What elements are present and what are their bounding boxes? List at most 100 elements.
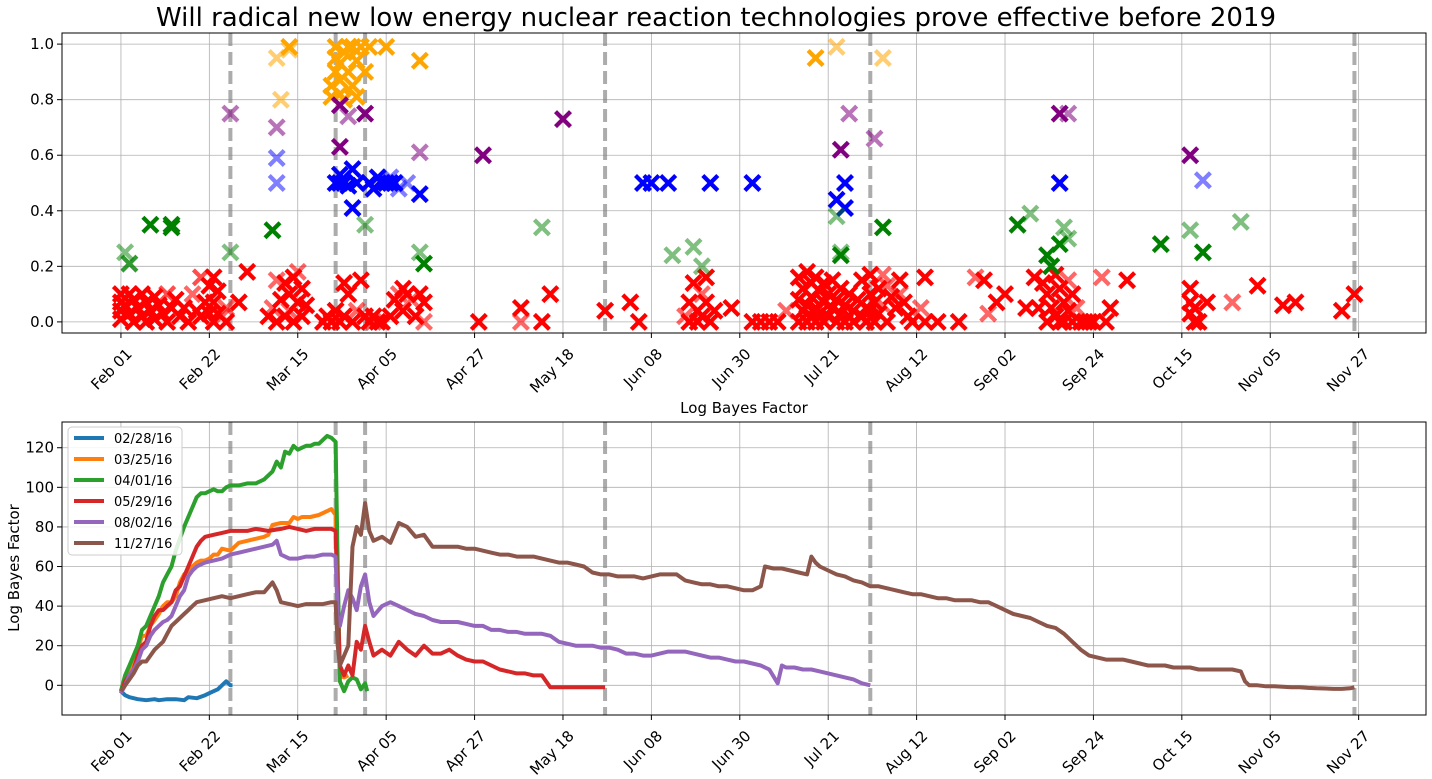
- forecast-marker: [1193, 243, 1212, 262]
- forecast-marker: [827, 207, 846, 226]
- forecast-marker: [659, 174, 678, 192]
- series-line: [119, 501, 1355, 693]
- axes-frame: [61, 32, 1427, 334]
- forecast-marker: [911, 299, 930, 317]
- forecast-marker: [1181, 279, 1200, 298]
- forecast-marker: [339, 285, 358, 304]
- series-line: [119, 679, 233, 703]
- forecast-marker: [141, 215, 160, 234]
- y-tick-label: 120: [25, 439, 54, 457]
- x-tick-label: Apr 27: [441, 345, 489, 393]
- y-tick-label: 0: [44, 676, 54, 694]
- forecast-marker: [368, 312, 387, 331]
- forecast-marker: [541, 285, 560, 304]
- forecast-marker: [890, 271, 909, 290]
- forecast-marker: [692, 285, 711, 304]
- x-tick-label: Oct 15: [1149, 727, 1197, 775]
- x-tick-label: Apr 05: [353, 345, 401, 393]
- forecast-marker: [903, 312, 922, 331]
- y-tick-label: 60: [35, 558, 54, 576]
- forecast-marker: [1017, 299, 1036, 317]
- forecast-marker: [1021, 204, 1040, 223]
- forecast-marker: [297, 296, 316, 315]
- forecast-marker: [1345, 285, 1364, 304]
- forecast-marker: [381, 307, 400, 326]
- forecast-marker: [343, 312, 362, 331]
- forecast-marker: [469, 312, 488, 331]
- forecast-marker: [554, 110, 572, 129]
- forecast-marker: [642, 174, 661, 192]
- axes-frame: [61, 421, 1427, 716]
- forecast-marker: [1042, 299, 1061, 317]
- x-tick-label: Nov 05: [1235, 345, 1285, 395]
- forecast-marker: [175, 299, 194, 317]
- forecast-marker: [836, 174, 854, 192]
- y-tick-label: 0.2: [30, 257, 54, 275]
- legend-label: 02/28/16: [114, 432, 172, 447]
- forecast-marker: [743, 174, 762, 192]
- series-line: [119, 538, 871, 695]
- forecast-marker: [865, 129, 884, 148]
- x-tick-label: Nov 27: [1323, 727, 1373, 777]
- x-tick-label: Aug 12: [881, 727, 931, 777]
- forecast-marker: [360, 37, 379, 56]
- forecast-marker: [183, 285, 202, 304]
- forecast-marker: [343, 160, 362, 179]
- forecast-marker: [1055, 218, 1073, 237]
- forecast-marker: [204, 293, 223, 312]
- forecast-marker: [1080, 312, 1099, 331]
- forecast-marker: [415, 254, 433, 273]
- forecast-marker: [1332, 301, 1351, 320]
- forecast-marker: [1097, 312, 1115, 331]
- forecast-marker: [1101, 299, 1120, 317]
- forecast-marker: [326, 62, 345, 81]
- forecast-marker: [1092, 268, 1111, 287]
- forecast-marker: [221, 243, 240, 262]
- x-tick-label: Jun 08: [619, 727, 666, 774]
- forecast-marker: [663, 246, 682, 265]
- forecast-marker: [339, 37, 358, 56]
- x-tick-label: Jun 08: [619, 345, 666, 392]
- forecast-marker: [474, 146, 492, 165]
- forecast-marker: [722, 299, 741, 317]
- x-tick-label: Apr 05: [353, 727, 401, 775]
- forecast-marker: [347, 174, 366, 192]
- line-panel: Feb 01 Feb 22 Mar 15 Apr 05 Apr 27 May 18 Jun …: [25, 421, 1427, 779]
- forecast-marker: [873, 49, 892, 67]
- y-axis-label: Log Bayes Factor: [5, 503, 23, 631]
- forecast-marker: [916, 268, 934, 287]
- forecast-marker: [873, 218, 892, 237]
- x-tick-label: Apr 27: [441, 727, 489, 775]
- forecast-marker: [1286, 293, 1305, 312]
- forecast-marker: [271, 90, 290, 109]
- forecast-marker: [861, 265, 880, 284]
- forecast-marker: [1181, 221, 1200, 240]
- forecast-marker: [217, 312, 236, 331]
- forecast-marker: [221, 104, 240, 123]
- forecast-marker: [120, 254, 139, 273]
- forecast-marker: [356, 62, 375, 81]
- x-tick-label: Sep 24: [1059, 727, 1109, 777]
- x-tick-label: Feb 22: [176, 345, 224, 393]
- forecast-marker: [596, 301, 615, 320]
- forecast-marker: [928, 312, 947, 331]
- y-tick-label: 1.0: [30, 35, 54, 53]
- legend-label: 08/02/16: [114, 516, 172, 531]
- forecast-marker: [410, 51, 429, 70]
- forecast-marker: [949, 312, 968, 331]
- x-tick-label: Nov 27: [1323, 345, 1373, 395]
- forecast-marker: [1185, 312, 1204, 331]
- forecast-marker: [158, 312, 177, 331]
- forecast-marker: [878, 276, 897, 295]
- legend-label: 04/01/16: [114, 474, 172, 489]
- forecast-marker: [133, 285, 151, 304]
- forecast-marker: [339, 107, 358, 126]
- forecast-marker: [629, 312, 648, 331]
- forecast-marker: [831, 140, 850, 159]
- forecast-marker: [208, 282, 227, 301]
- forecast-marker: [1231, 212, 1250, 231]
- forecast-marker: [1273, 296, 1292, 315]
- forecast-marker: [410, 243, 429, 262]
- x-tick-label: Feb 01: [87, 727, 135, 775]
- forecast-marker: [1050, 174, 1069, 192]
